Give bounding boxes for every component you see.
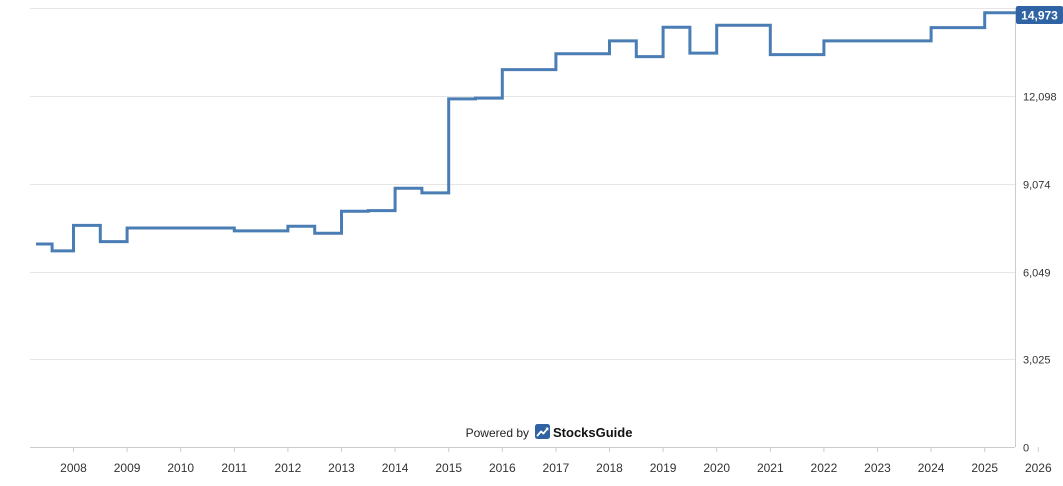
tick-labels: 0 3,025 6,049 9,074 12,098 2008 2009 2010 2011 20… (60, 92, 1057, 476)
last-value-badge-box (1016, 6, 1063, 24)
x-tick-label: 2012 (275, 461, 302, 475)
x-tick-label: 2020 (703, 461, 730, 475)
brand-name: StocksGuide (553, 425, 632, 440)
last-value-badge: 14,973 (1016, 6, 1063, 24)
y-tick-label: 9,074 (1023, 180, 1051, 192)
x-tick-label: 2024 (918, 461, 945, 475)
x-tick-label: 2008 (60, 461, 87, 475)
x-tick-label: 2014 (382, 461, 409, 475)
x-tick-label: 2015 (435, 461, 462, 475)
x-tick-label: 2009 (114, 461, 141, 475)
grid-lines (30, 8, 1015, 360)
x-tick-label: 2011 (221, 461, 247, 475)
x-tick-label: 2019 (650, 461, 677, 475)
x-tick-label: 2023 (864, 461, 891, 475)
x-tick-label: 2021 (757, 461, 784, 475)
y-tick-label: 6,049 (1023, 268, 1051, 280)
x-tick-label: 2018 (596, 461, 623, 475)
x-tick-label: 2013 (328, 461, 355, 475)
series (36, 11, 1023, 253)
y-tick-label: 3,025 (1023, 355, 1051, 367)
y-tick-label: 0 (1023, 443, 1029, 455)
powered-by-text: Powered by (466, 426, 529, 440)
powered-by-branding[interactable]: Powered by StocksGuide (466, 424, 633, 440)
x-tick-label: 2026 (1025, 461, 1052, 475)
y-tick-label: 12,098 (1023, 92, 1057, 104)
x-tick-label: 2010 (167, 461, 194, 475)
x-tick-label: 2025 (971, 461, 998, 475)
x-tick-label: 2017 (543, 461, 570, 475)
x-tick-label: 2016 (489, 461, 516, 475)
series-line (36, 11, 1023, 253)
axes (30, 8, 1039, 452)
last-value-text: 14,973 (1021, 9, 1058, 23)
x-tick-label: 2022 (811, 461, 838, 475)
stocksguide-logo-icon (535, 424, 550, 439)
